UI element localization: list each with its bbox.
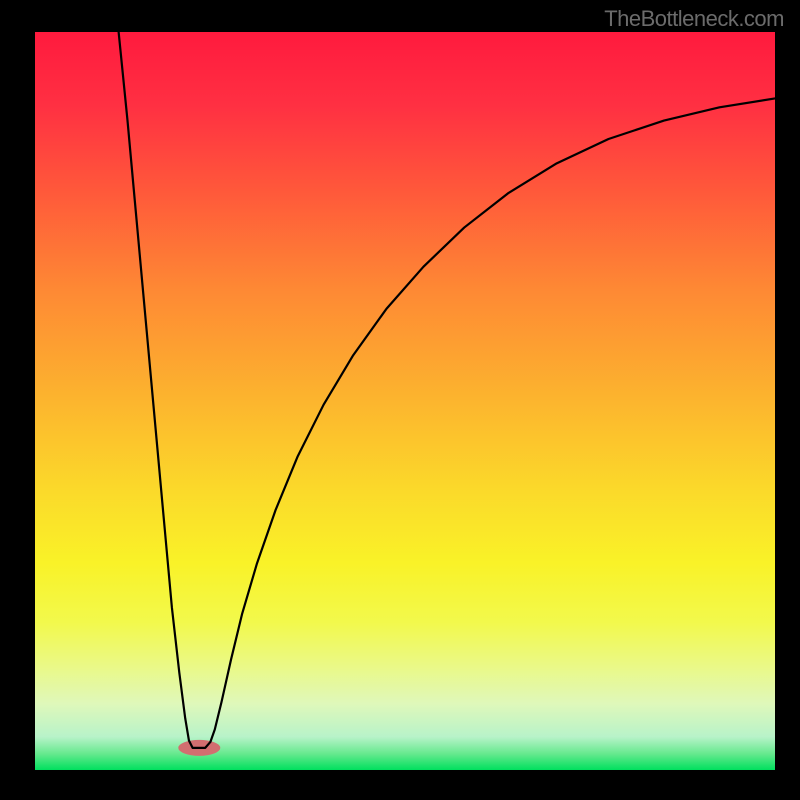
watermark-text: TheBottleneck.com <box>604 6 784 32</box>
bottleneck-chart <box>0 0 800 800</box>
plot-background <box>35 32 775 770</box>
